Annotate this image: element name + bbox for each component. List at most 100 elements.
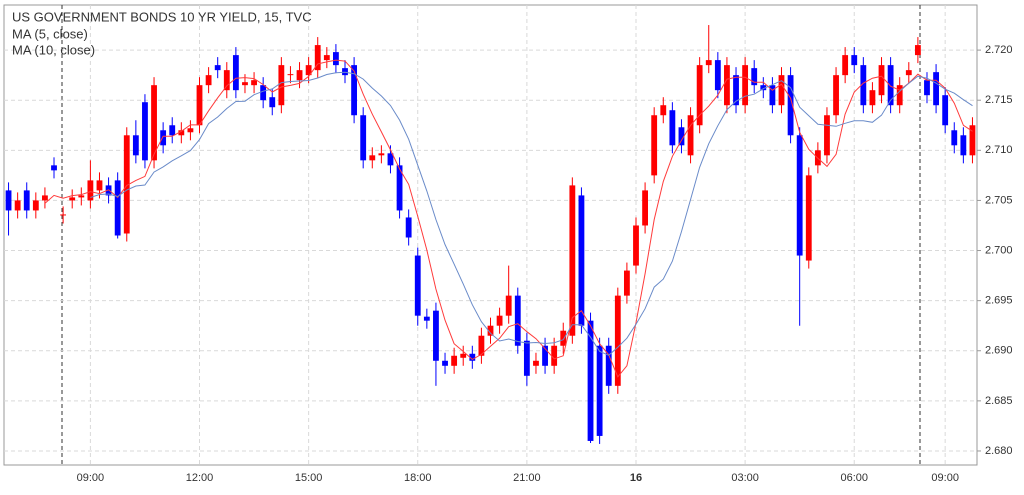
candle-body — [96, 180, 103, 191]
candle-body — [596, 345, 603, 436]
candle-body — [578, 195, 585, 326]
x-tick-label: 06:00 — [840, 472, 868, 484]
candle-body — [605, 345, 612, 386]
candle-body — [824, 115, 830, 156]
candle-body — [314, 45, 321, 71]
candle-body — [78, 195, 85, 198]
candle-body — [778, 75, 785, 106]
candle-body — [387, 153, 394, 166]
candle-body — [642, 190, 648, 226]
candle-body — [896, 85, 903, 106]
candle-body — [187, 128, 194, 133]
moving-average — [90, 71, 973, 356]
candle-body — [587, 320, 594, 441]
candle-body — [560, 330, 567, 346]
candle-body — [933, 72, 939, 106]
candle-body — [924, 80, 930, 96]
candle-body — [805, 175, 812, 261]
candle-body — [842, 55, 849, 76]
candle-body — [714, 60, 721, 91]
candle-body — [287, 74, 294, 76]
y-tick-label: 2.690 — [985, 345, 1013, 357]
candle-body — [242, 82, 248, 86]
candle-body — [851, 55, 858, 66]
candle-body — [623, 270, 630, 296]
candle-body — [687, 115, 694, 156]
candle-body — [651, 115, 658, 176]
candle-body — [569, 185, 576, 336]
candle-body — [487, 325, 494, 336]
candle-body — [960, 135, 967, 156]
candle-body — [142, 102, 148, 161]
candle-body — [423, 316, 430, 321]
candle-body — [742, 65, 749, 106]
candle-body — [178, 130, 185, 136]
candle-body — [369, 155, 376, 161]
candle-body — [169, 125, 176, 136]
candle-body — [942, 95, 949, 126]
candle-body — [351, 65, 358, 116]
candle-body — [469, 353, 476, 361]
y-tick-label: 2.720 — [985, 44, 1013, 56]
candle-body — [514, 295, 521, 346]
candle-body — [733, 75, 739, 106]
candle-body — [405, 217, 412, 238]
moving-average — [44, 59, 973, 378]
candle-body — [251, 80, 257, 86]
candle-body — [14, 200, 21, 211]
candle-body — [787, 75, 794, 136]
candle-body — [551, 345, 558, 366]
candle-body — [796, 135, 803, 256]
candle-body — [323, 55, 330, 61]
candle-body — [760, 85, 767, 91]
candle-body — [769, 85, 776, 106]
candle-body — [214, 65, 221, 71]
candle-body — [451, 355, 458, 366]
x-tick-label: 12:00 — [186, 472, 214, 484]
legend-entry: MA (10, close) — [12, 42, 95, 57]
candle-body — [333, 52, 339, 66]
candle-body — [342, 68, 348, 76]
candle-body — [151, 85, 157, 161]
y-tick-label: 2.685 — [985, 395, 1013, 407]
candle-body — [833, 75, 839, 116]
y-tick-label: 2.715 — [985, 94, 1013, 106]
candle-body — [23, 190, 30, 211]
candle-body — [232, 55, 239, 91]
x-tick-label: 21:00 — [513, 472, 541, 484]
y-tick-label: 2.695 — [985, 295, 1013, 307]
candle-body — [296, 70, 303, 81]
candle-body — [751, 68, 758, 86]
candle-body — [378, 153, 385, 156]
candle-body — [196, 85, 203, 126]
candle-body — [478, 335, 485, 356]
x-tick-label: 09:00 — [931, 472, 959, 484]
candle-body — [42, 195, 48, 201]
y-tick-label: 2.705 — [985, 194, 1013, 206]
x-tick-label: 03:00 — [731, 472, 759, 484]
candle-body — [669, 110, 676, 146]
y-tick-label: 2.680 — [985, 445, 1013, 457]
candle-body — [460, 353, 467, 358]
candle-body — [724, 65, 730, 106]
candle-body — [705, 60, 712, 66]
candle-body — [660, 105, 667, 116]
plot-frame — [3, 4, 978, 466]
y-tick-label: 2.700 — [985, 244, 1013, 256]
candle-body — [269, 97, 276, 108]
candle-body — [523, 340, 530, 376]
candle-body — [951, 130, 958, 146]
candle-body — [678, 127, 685, 146]
candle-body — [533, 360, 539, 366]
candle-body — [123, 135, 130, 234]
x-tick-label: 09:00 — [77, 472, 105, 484]
candle-body — [114, 180, 121, 236]
candle-body — [5, 190, 12, 211]
candle-body — [887, 65, 894, 106]
candle-body — [205, 75, 212, 86]
candle-body — [260, 85, 267, 101]
candle-body — [496, 315, 503, 326]
candle-body — [442, 360, 448, 366]
candle-body — [433, 310, 439, 361]
